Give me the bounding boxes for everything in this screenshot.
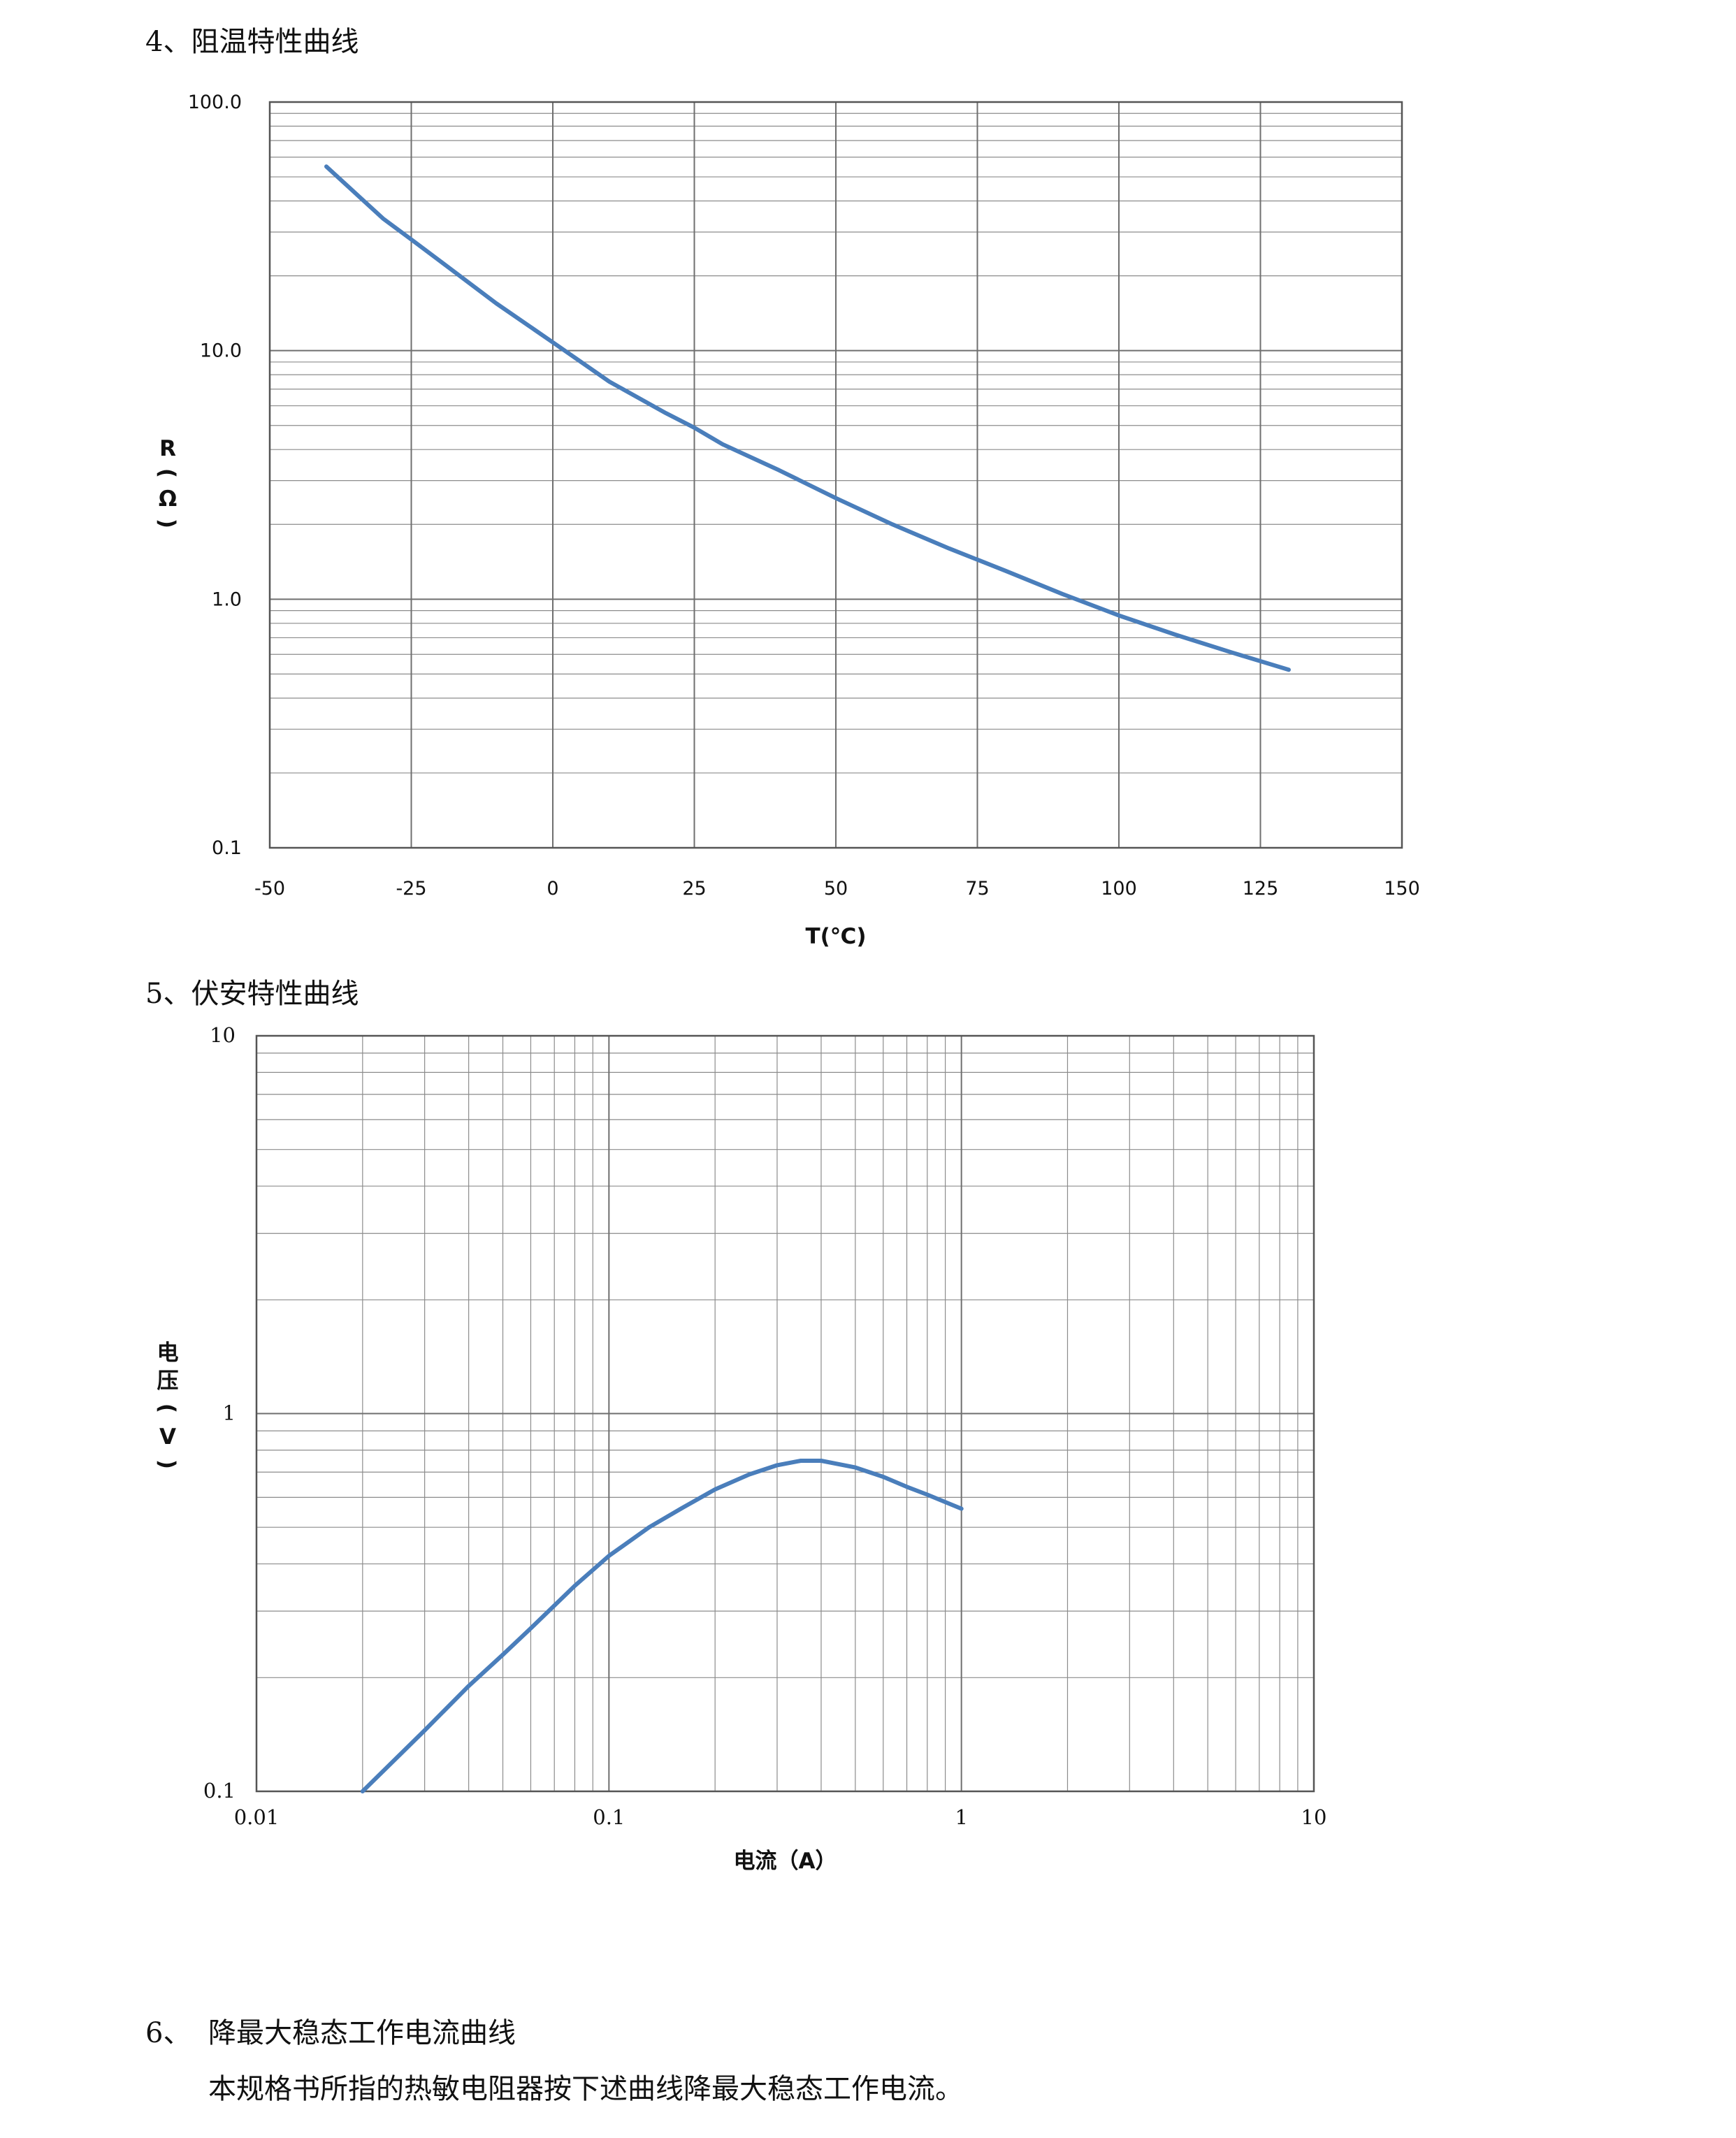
x-tick-label: 25 bbox=[682, 878, 706, 900]
y-tick-label: 10.0 bbox=[200, 340, 242, 362]
y-tick-label: 100.0 bbox=[188, 92, 242, 113]
x-axis-label: 电流（A） bbox=[734, 1849, 837, 1874]
section-4-heading: 4、阻温特性曲线 bbox=[145, 26, 359, 58]
x-tick-label: 100 bbox=[1101, 878, 1137, 900]
y-axis-label-char: R bbox=[159, 436, 176, 461]
y-axis-label-char: ) bbox=[154, 519, 180, 528]
y-axis-label-char: ( bbox=[154, 1403, 180, 1413]
y-tick-label: 10 bbox=[210, 1023, 236, 1047]
section-6-number: 6、 bbox=[145, 2017, 191, 2049]
x-tick-label: 150 bbox=[1384, 878, 1420, 900]
y-tick-label: 1.0 bbox=[212, 588, 242, 610]
y-axis-label-char: V bbox=[159, 1424, 176, 1450]
section-6-paragraph: 本规格书所指的热敏电阻器按下述曲线降最大稳态工作电流。 bbox=[208, 2073, 963, 2105]
resistance-temperature-chart: 0.1 1.0 10.0 100.0 -50 -25 0 25 50 75 100 125 150 T(℃… bbox=[154, 92, 1420, 949]
x-tick-label: 75 bbox=[965, 878, 989, 900]
x-tick-label: 0.1 bbox=[593, 1805, 625, 1829]
section-6-heading: 降最大稳态工作电流曲线 bbox=[208, 2017, 516, 2049]
x-tick-label: 125 bbox=[1243, 878, 1279, 900]
plot-frame bbox=[255, 1034, 1315, 1793]
x-axis-label: T(℃) bbox=[805, 924, 866, 949]
y-tick-label: 1 bbox=[223, 1401, 236, 1425]
x-tick-label: 50 bbox=[824, 878, 848, 900]
y-axis-label-char: ( bbox=[154, 468, 180, 478]
y-axis-label-char: ) bbox=[154, 1459, 180, 1469]
x-tick-label: 0.01 bbox=[234, 1805, 280, 1829]
series-line bbox=[360, 1459, 964, 1793]
x-tick-label: 0 bbox=[547, 878, 558, 900]
y-axis-label-char: Ω bbox=[159, 486, 177, 512]
y-tick-label: 0.1 bbox=[203, 1779, 236, 1803]
x-tick-label: 10 bbox=[1301, 1805, 1327, 1829]
series-line bbox=[324, 164, 1291, 672]
x-tick-label: 1 bbox=[955, 1805, 967, 1829]
section-5-heading: 5、伏安特性曲线 bbox=[145, 978, 359, 1010]
x-tick-label: -25 bbox=[396, 878, 426, 900]
y-axis-label-char: 电 bbox=[157, 1341, 179, 1366]
y-axis-label-char: 压 bbox=[157, 1368, 179, 1394]
x-tick-label: -50 bbox=[254, 878, 285, 900]
y-tick-label: 0.1 bbox=[212, 837, 242, 859]
plot-frame bbox=[268, 101, 1403, 849]
